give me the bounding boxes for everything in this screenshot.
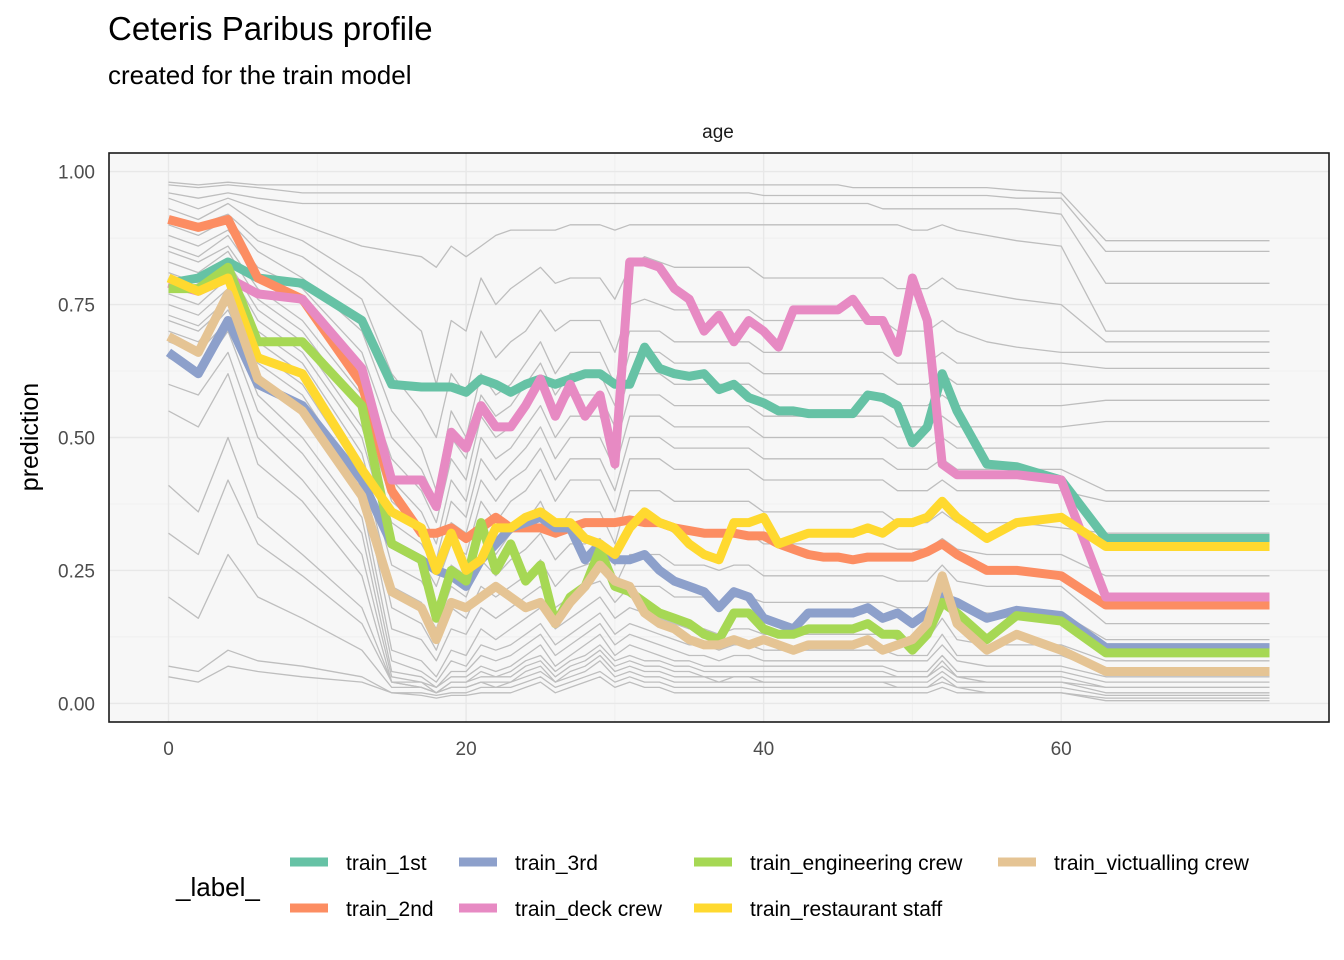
- background-profile-line: [168, 245, 1270, 545]
- series-lines: [165, 215, 1270, 676]
- series-line-5: [166, 273, 1270, 575]
- background-profile-line: [168, 197, 1270, 332]
- background-profile-line: [168, 298, 1270, 651]
- legend-label-6: train_victualling crew: [1054, 852, 1250, 875]
- background-profile-line: [168, 319, 1270, 683]
- background-profile-line: [168, 649, 1270, 699]
- background-profile-line: [168, 192, 1270, 284]
- background-profile-line: [168, 665, 1270, 702]
- y-axis: 0.00 0.25 0.50 0.75 1.00: [58, 163, 95, 716]
- y-tick-label: 1.00: [58, 163, 95, 184]
- x-tick-label: 20: [456, 739, 477, 760]
- legend-label-5: train_restaurant staff: [750, 898, 942, 921]
- series-line-3: [167, 257, 1270, 602]
- background-profile-line: [168, 303, 1270, 662]
- plot-panel-border: [108, 152, 1330, 723]
- facet-strip-label: age: [702, 122, 734, 143]
- y-tick-label: 0.75: [58, 296, 95, 317]
- y-tick-label: 0.25: [58, 561, 95, 582]
- legend-label-3: train_deck crew: [515, 898, 663, 921]
- legend-label-1: train_2nd: [346, 898, 434, 921]
- x-tick-label: 40: [753, 739, 774, 760]
- y-axis-label: prediction: [16, 383, 44, 491]
- y-tick-label: 0.00: [58, 694, 95, 715]
- y-tick-label: 0.50: [58, 429, 95, 450]
- x-axis: 0 20 40 60: [163, 739, 1072, 760]
- series-line-4: [168, 262, 1270, 658]
- chart-title: Ceteris Paribus profile: [108, 10, 433, 47]
- chart-subtitle: created for the train model: [108, 60, 412, 90]
- legend-label-0: train_1st: [346, 852, 427, 875]
- background-profile-line: [168, 351, 1270, 689]
- background-profile-line: [168, 181, 1270, 242]
- series-line-0: [167, 257, 1270, 543]
- background-profile-line: [168, 184, 1270, 253]
- background-profile-line: [168, 266, 1270, 588]
- x-tick-label: 60: [1051, 739, 1072, 760]
- legend-label-2: train_3rd: [515, 852, 598, 875]
- background-profile-line: [168, 234, 1270, 524]
- background-profile-line: [168, 213, 1270, 439]
- legend-title: _label_: [175, 872, 260, 902]
- series-line-6: [166, 289, 1270, 676]
- legend: _label_ train_1sttrain_2ndtrain_3rdtrain…: [175, 852, 1250, 921]
- legend-label-4: train_engineering crew: [750, 852, 963, 875]
- x-tick-label: 0: [163, 739, 174, 760]
